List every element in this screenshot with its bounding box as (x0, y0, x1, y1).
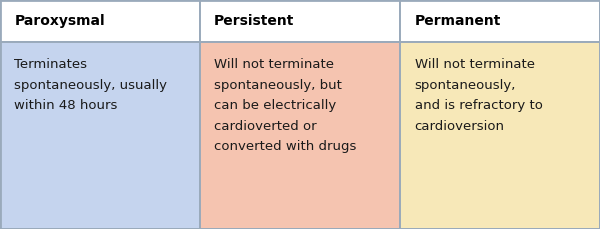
Bar (400, 42, 600, 229)
Text: Permanent: Permanent (415, 14, 501, 28)
Bar (200, 0, 400, 42)
Text: Will not terminate
spontaneously, but
can be electrically
cardioverted or
conver: Will not terminate spontaneously, but ca… (214, 58, 356, 153)
Bar (200, 42, 400, 229)
Text: Terminates
spontaneously, usually
within 48 hours: Terminates spontaneously, usually within… (14, 58, 167, 112)
Bar (0, 0, 200, 42)
Bar (0, 42, 200, 229)
Text: Paroxysmal: Paroxysmal (14, 14, 105, 28)
Bar (400, 0, 600, 42)
Text: Will not terminate
spontaneously,
and is refractory to
cardioversion: Will not terminate spontaneously, and is… (415, 58, 542, 133)
Text: Persistent: Persistent (214, 14, 295, 28)
